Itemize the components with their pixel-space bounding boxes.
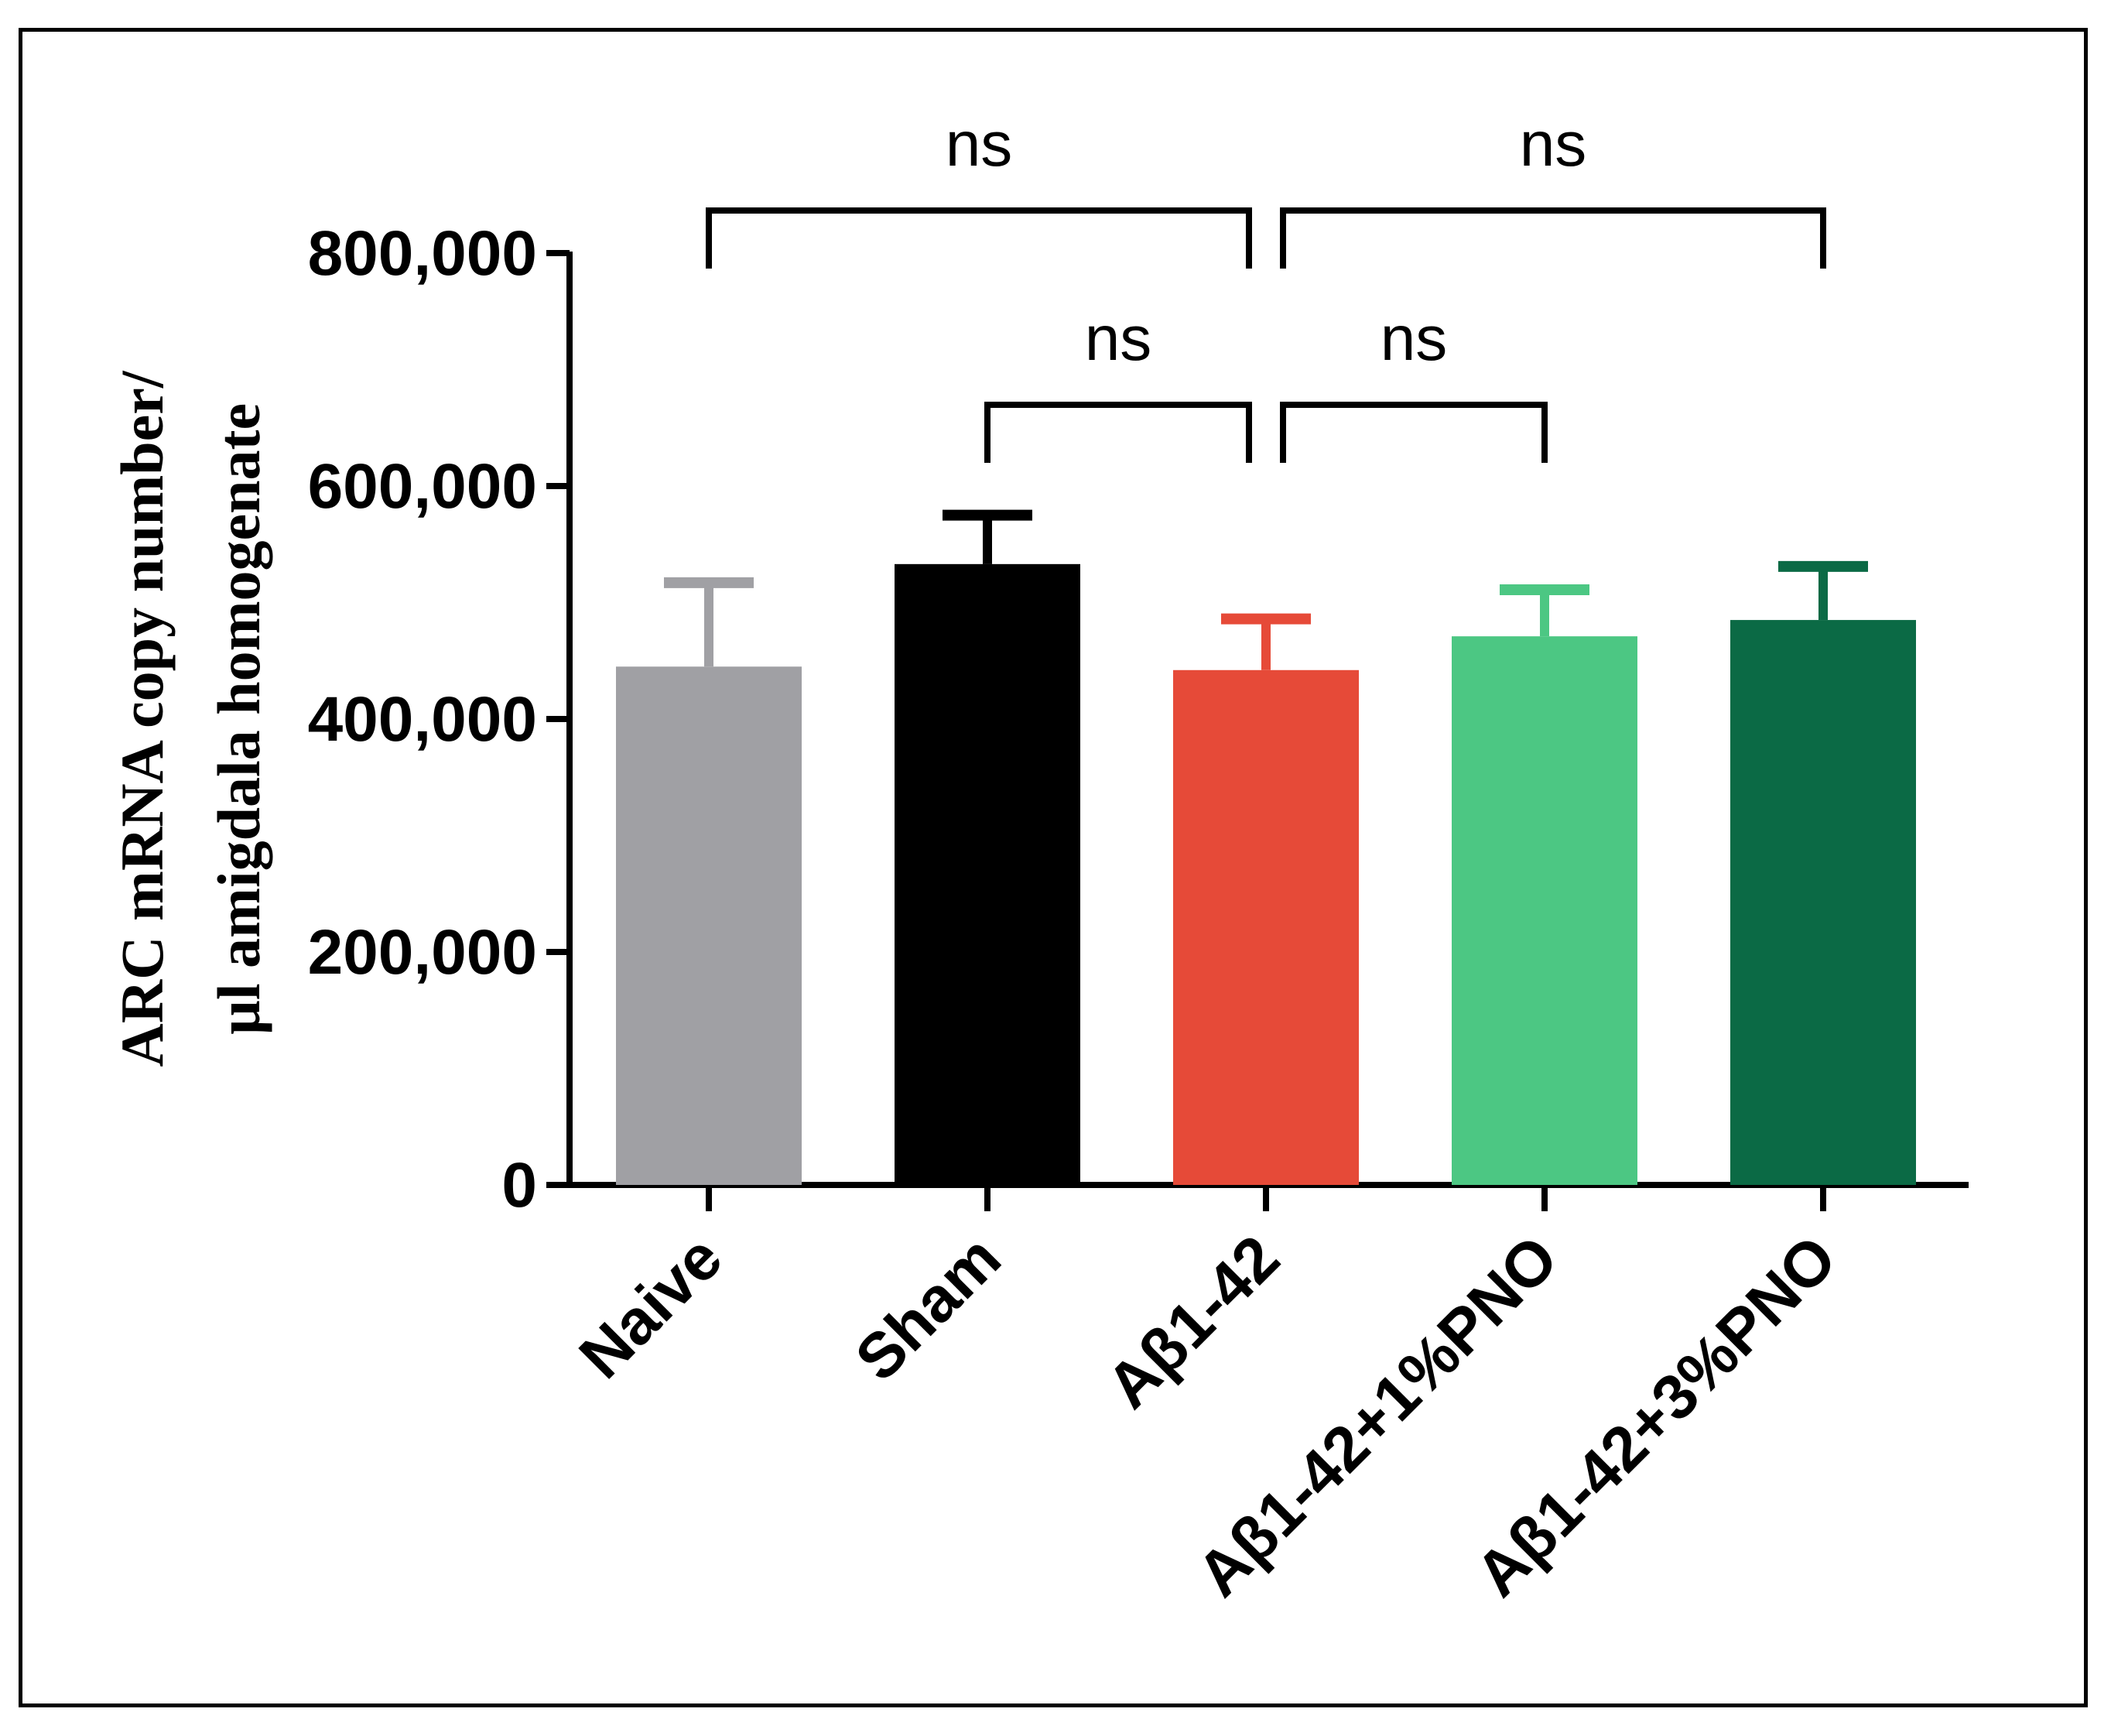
x-category-label: Naive (566, 1222, 736, 1392)
bar (1173, 669, 1359, 1185)
significance-label: ns (1085, 303, 1152, 374)
y-tick-label: 200,000 (308, 917, 537, 988)
bar (616, 666, 802, 1185)
y-tick-label: 400,000 (308, 684, 537, 755)
bar (1452, 636, 1637, 1185)
bar (895, 563, 1080, 1185)
y-tick-label: 0 (501, 1150, 537, 1221)
y-axis-title: µl amigdala homogenate (205, 403, 272, 1035)
significance-label: ns (1520, 109, 1587, 180)
y-axis-title: ARC mRNA copy number/ (108, 370, 176, 1067)
significance-bracket (984, 402, 1252, 463)
significance-bracket (1280, 402, 1548, 463)
y-tick-label: 800,000 (308, 218, 537, 289)
significance-label: ns (946, 109, 1013, 180)
x-category-label: Aβ1-42 (1093, 1222, 1293, 1422)
significance-bracket (1280, 207, 1826, 269)
significance-bracket (706, 207, 1252, 269)
x-category-label: Sham (842, 1222, 1014, 1394)
significance-label: ns (1381, 303, 1448, 374)
y-tick-label: 600,000 (308, 451, 537, 522)
bar (1730, 620, 1916, 1185)
